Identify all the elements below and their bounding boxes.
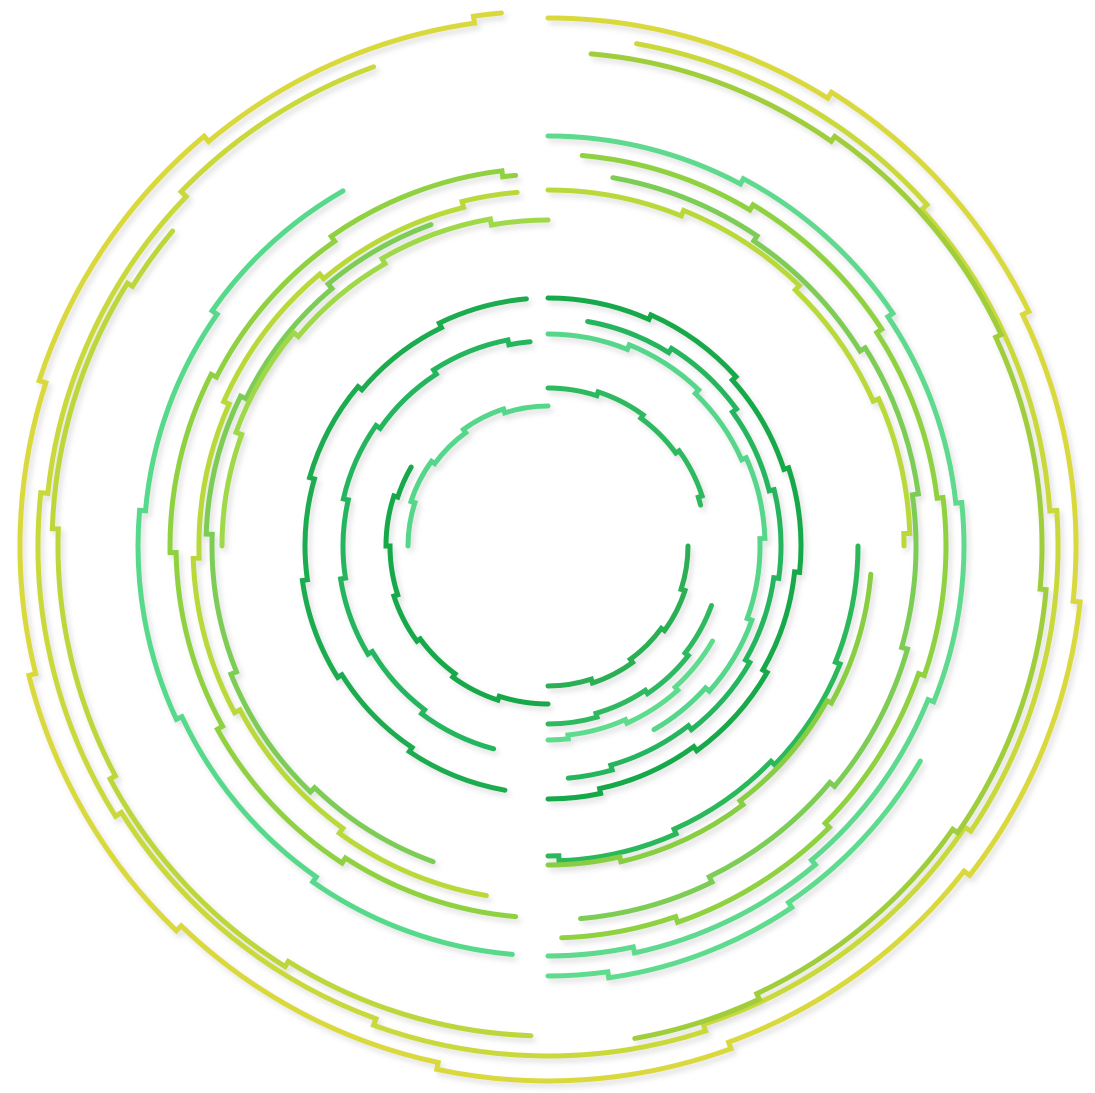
ring-segment — [545, 295, 804, 802]
ring-segment — [545, 571, 874, 868]
ring-segment — [545, 543, 691, 689]
ring-segment — [167, 168, 519, 920]
ring-segment — [17, 10, 1083, 1084]
ring-segment — [135, 188, 515, 957]
ring-segment — [35, 41, 1061, 1059]
ring-segment — [545, 331, 768, 733]
ring-segment — [203, 222, 436, 865]
ring-segment — [565, 319, 784, 781]
ring-segment — [49, 228, 534, 1039]
ring-segment — [337, 336, 533, 752]
ring-segment — [545, 603, 714, 727]
ring-segment — [545, 133, 967, 959]
ring-segment — [545, 543, 861, 864]
ring-group — [17, 10, 1083, 1084]
ring-segment — [559, 153, 949, 941]
ring-segment — [545, 187, 913, 549]
ring-segment — [405, 403, 551, 549]
ring-segment — [588, 51, 1049, 1041]
ring-segment — [545, 385, 706, 508]
ring-segment — [190, 189, 520, 899]
ring-segment — [578, 175, 922, 922]
ring-segment — [383, 464, 551, 707]
ring-segment — [299, 296, 529, 793]
ring-segment — [545, 638, 715, 743]
ring-segment — [219, 216, 551, 549]
ring-segment — [545, 758, 923, 981]
